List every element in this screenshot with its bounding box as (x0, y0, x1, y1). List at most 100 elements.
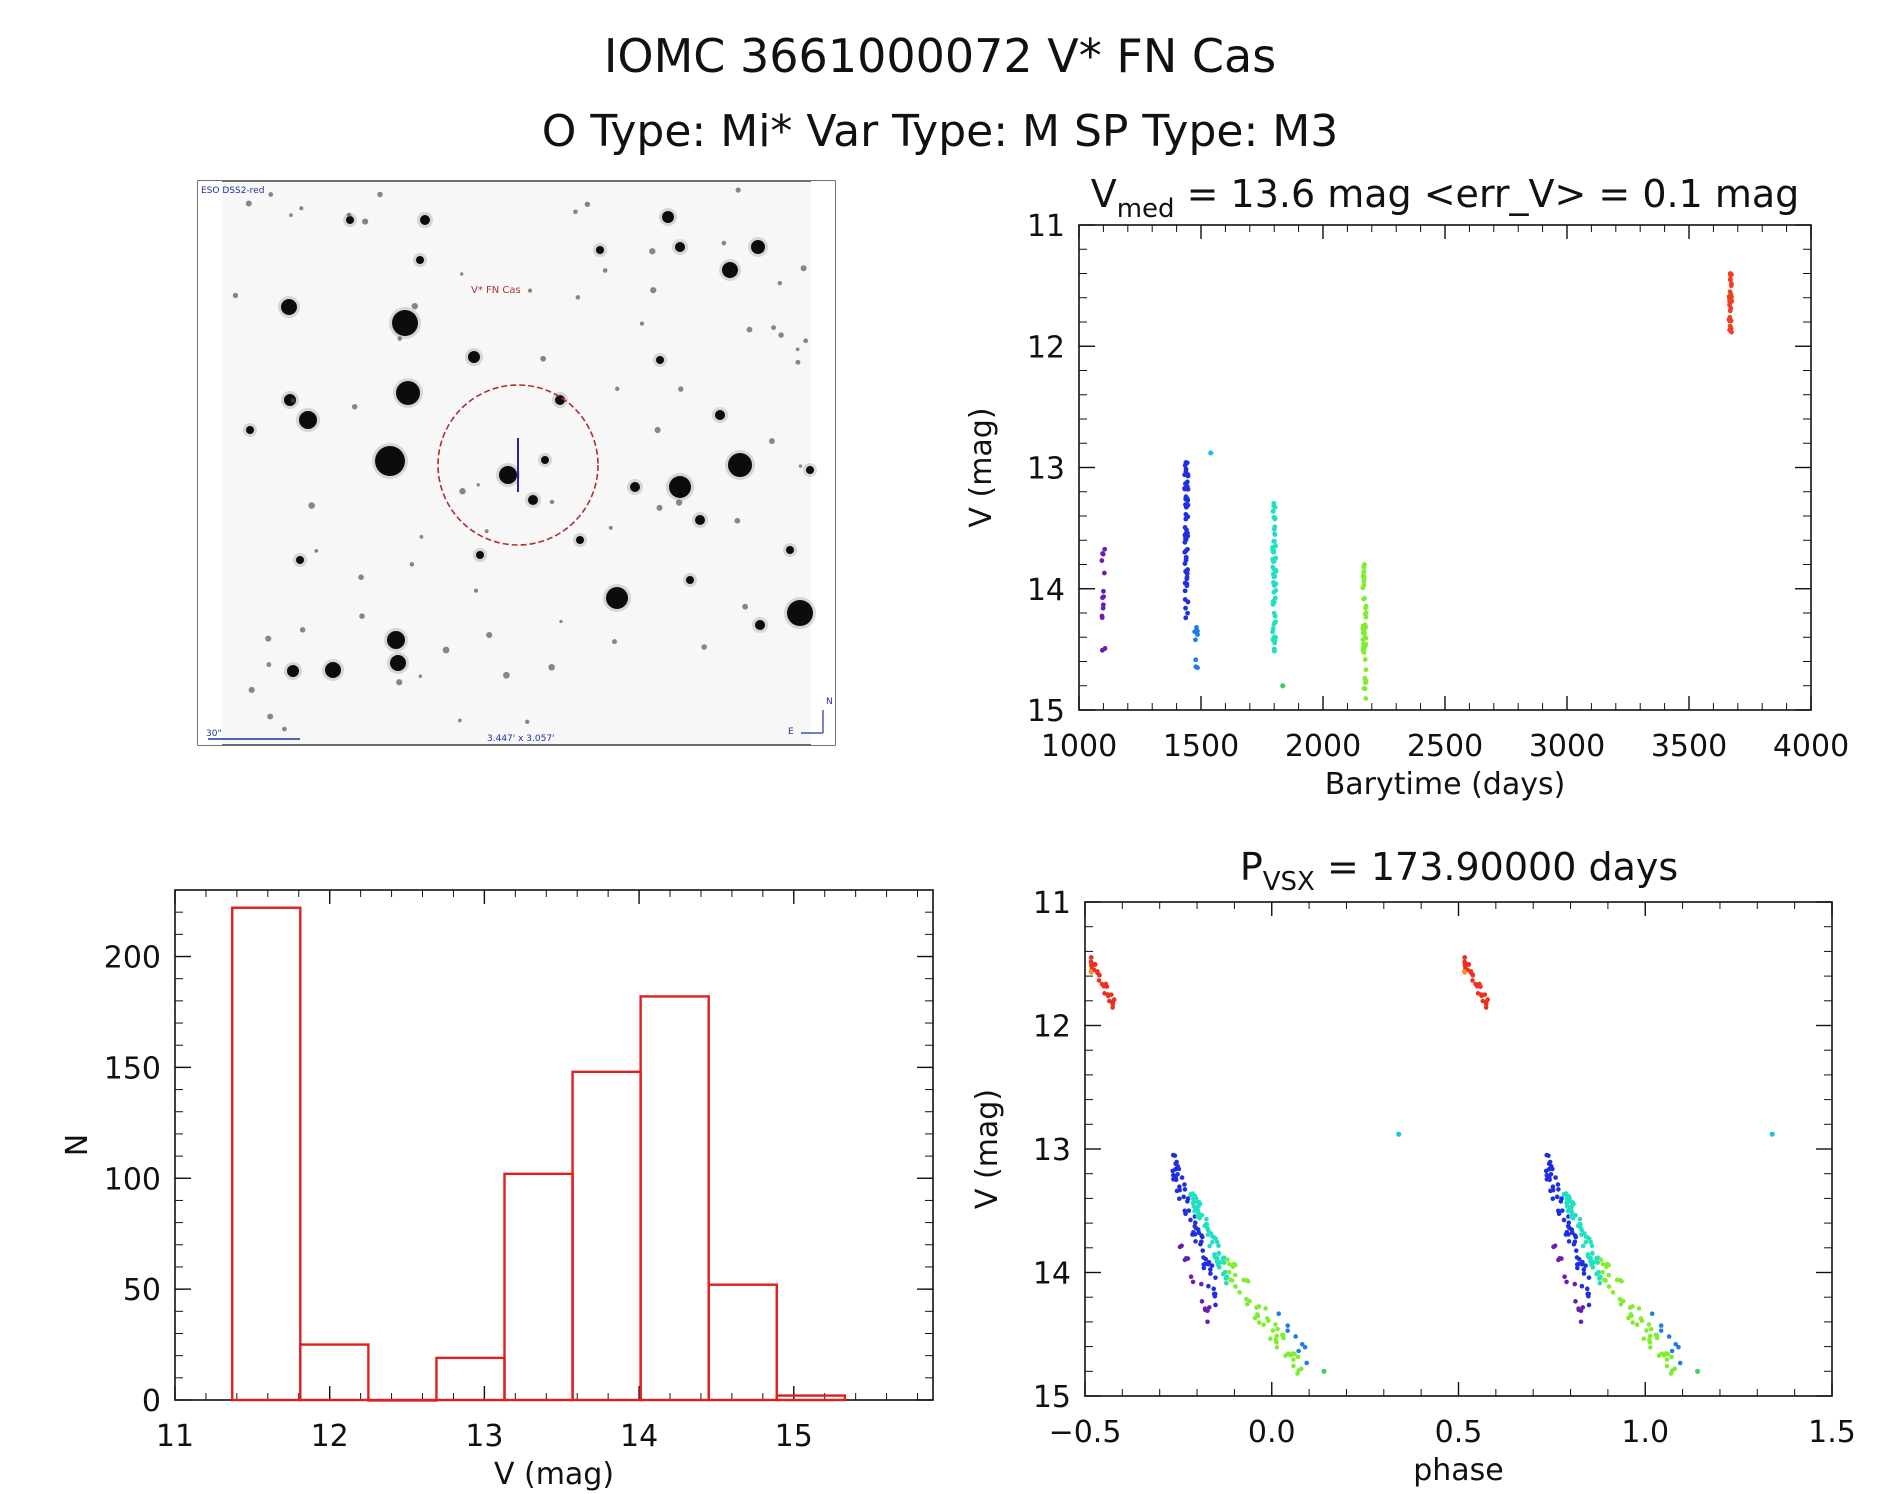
phase-point (1273, 1322, 1278, 1327)
faint-star (459, 488, 466, 495)
lightcurve-point (1363, 696, 1369, 701)
phase-point (1210, 1239, 1215, 1245)
lightcurve-point (1183, 615, 1189, 621)
phase-point (1634, 1322, 1640, 1328)
phase-point (1617, 1297, 1623, 1302)
histogram-frame (174, 889, 934, 1401)
phase-point (1207, 1243, 1212, 1249)
fov-label: 3.447' x 3.057' (487, 734, 555, 744)
phase-xtick-label: −0.5 (1049, 1415, 1122, 1450)
phase-point (1614, 1277, 1620, 1283)
lightcurve-point (1363, 635, 1369, 641)
lightcurve-point (1361, 650, 1367, 655)
star (728, 453, 752, 477)
lightcurve-point (1182, 597, 1188, 602)
lightcurve-point (1727, 323, 1733, 329)
phase-point (1211, 1235, 1217, 1240)
lightcurve-point (1183, 605, 1188, 611)
lightcurve-outlier (1208, 450, 1214, 456)
lightcurve-point (1362, 595, 1367, 601)
phase-point (1598, 1274, 1603, 1280)
lightcurve-point (1271, 514, 1277, 520)
phase-point (1573, 1212, 1578, 1218)
phase-point (1636, 1306, 1642, 1311)
phase-point (1225, 1257, 1230, 1263)
phase-title-sub: VSX (1263, 867, 1315, 897)
phase-point (1205, 1319, 1210, 1325)
compass-north-label: N (826, 697, 833, 707)
histogram-bar (367, 1398, 438, 1402)
faint-star (396, 679, 403, 686)
phase-point (1170, 1168, 1175, 1174)
faint-star (460, 272, 464, 276)
phase-point (1103, 981, 1109, 987)
phase-point (1672, 1366, 1678, 1372)
phase-point (1583, 1239, 1589, 1245)
star (499, 466, 517, 484)
lightcurve-point (1194, 625, 1199, 630)
faint-star (346, 212, 352, 218)
lightcurve-point (1361, 582, 1367, 588)
faint-star (549, 499, 555, 505)
phase-point (1589, 1243, 1595, 1249)
phase-point (1601, 1277, 1607, 1283)
star (528, 495, 538, 505)
phase-point (1216, 1243, 1221, 1249)
faint-star (573, 209, 578, 215)
lightcurve-ticks: 1000 1500 2000 2500 3000 3500 4000 11 12 13 14 15 Ba… (964, 209, 1849, 802)
star (715, 410, 725, 420)
phase-point (1304, 1360, 1310, 1366)
phase-point (1579, 1262, 1585, 1267)
phase-point (1199, 1233, 1204, 1238)
histogram-ytick-label: 200 (104, 941, 161, 976)
phase-point (1266, 1318, 1271, 1323)
phase-point (1571, 1201, 1576, 1207)
lightcurve-point (1193, 664, 1199, 670)
phase-ytick-label: 12 (1033, 1010, 1071, 1045)
faint-star (778, 332, 784, 338)
phase-point (1089, 960, 1094, 966)
star (787, 600, 813, 626)
lightcurve-point (1270, 629, 1275, 635)
star (420, 215, 430, 225)
phase-ytick-label: 11 (1033, 886, 1071, 921)
star (346, 216, 354, 224)
faint-star (308, 502, 315, 509)
phase-point (1677, 1360, 1683, 1366)
phase-point (1173, 1161, 1178, 1167)
phase-point (1658, 1323, 1664, 1328)
phase-point (1200, 1248, 1206, 1253)
phase-point (1204, 1222, 1210, 1227)
phase-point (1548, 1171, 1554, 1177)
faint-star (701, 644, 707, 650)
histogram-bar (299, 1343, 370, 1402)
lightcurve-point (1272, 504, 1278, 510)
histogram-xlabel: V (mag) (494, 1457, 614, 1492)
lightcurve-point (1183, 496, 1189, 502)
faint-star (268, 192, 274, 197)
phase-point (1559, 1196, 1564, 1201)
phase-point (1207, 1305, 1212, 1310)
lightcurve-xtick-label: 3500 (1651, 729, 1727, 764)
faint-star (795, 359, 801, 365)
finder-right-margin (811, 181, 835, 745)
phase-point (1556, 1211, 1562, 1217)
phase-point (1564, 1279, 1569, 1285)
phase-point (1462, 955, 1468, 960)
histogram-ylabel: N (60, 1134, 95, 1156)
faint-star (457, 718, 462, 723)
phase-point (1256, 1320, 1262, 1325)
faint-star (484, 529, 489, 534)
phase-point (1555, 1182, 1561, 1187)
lightcurve-ytick-label: 11 (1027, 209, 1065, 244)
lightcurve-point (1184, 532, 1190, 538)
histogram-xtick-label: 14 (620, 1419, 658, 1454)
phase-xtick-label: 0.5 (1435, 1415, 1483, 1450)
star (287, 665, 299, 677)
phase-point (1543, 1168, 1549, 1174)
lightcurve-xtick-label: 3000 (1529, 729, 1605, 764)
phase-point (1179, 1175, 1185, 1180)
phase-point (1576, 1306, 1581, 1311)
